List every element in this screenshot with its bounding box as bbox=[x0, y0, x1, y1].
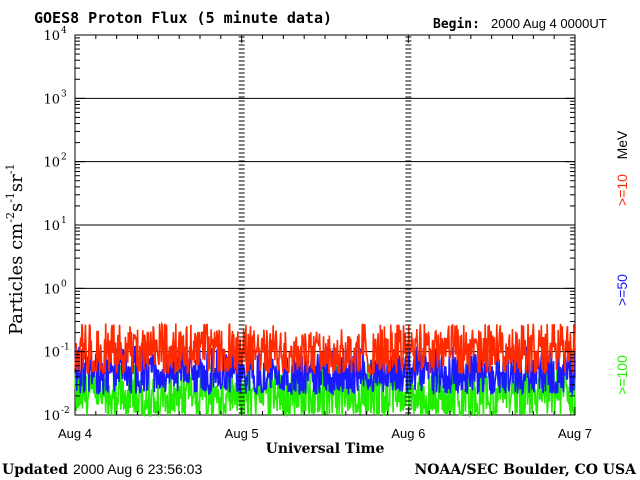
x-tick-label: Aug 7 bbox=[558, 426, 592, 441]
y-tick-label: 10 bbox=[43, 346, 60, 361]
y-tick-exponent: 3 bbox=[61, 89, 67, 99]
series-line bbox=[74, 343, 576, 396]
y-tick-exponent: -2 bbox=[61, 406, 70, 416]
legend-entry: >=100 bbox=[614, 355, 630, 395]
source-credit: NOAA/SEC Boulder, CO USA bbox=[415, 462, 638, 478]
y-tick-exponent: 0 bbox=[61, 279, 67, 289]
y-tick-exponent: 1 bbox=[61, 216, 67, 226]
y-tick-label: 10 bbox=[43, 282, 60, 297]
y-tick-label: 10 bbox=[43, 219, 60, 234]
chart-title: GOES8 Proton Flux (5 minute data) bbox=[34, 9, 332, 27]
begin-value: 2000 Aug 4 0000UT bbox=[491, 16, 607, 31]
legend-entry: >=10 bbox=[614, 174, 630, 206]
y-tick-exponent: -1 bbox=[61, 343, 70, 353]
x-tick-labels: Aug 4 Aug 5 Aug 6 Aug 7 bbox=[58, 426, 592, 441]
updated-label: Updated bbox=[2, 462, 68, 478]
y-axis-label: Particles cm-2s-1sr-1 bbox=[4, 164, 27, 335]
gridlines bbox=[75, 97, 575, 353]
y-tick-exponent: 2 bbox=[61, 153, 67, 163]
begin-label: Begin: bbox=[433, 17, 480, 32]
series-line bbox=[74, 321, 576, 377]
y-tick-label: 10 bbox=[43, 29, 60, 44]
x-axis-label: Universal Time bbox=[266, 441, 385, 457]
x-tick-label: Aug 4 bbox=[58, 426, 92, 441]
series-layer bbox=[74, 321, 576, 419]
legend-unit: MeV bbox=[614, 130, 630, 159]
x-tick-label: Aug 5 bbox=[225, 426, 259, 441]
x-tick-label: Aug 6 bbox=[391, 426, 425, 441]
y-tick-label: 10 bbox=[43, 92, 60, 107]
legend-entry: >=50 bbox=[614, 274, 630, 306]
axis-ticks bbox=[74, 34, 576, 416]
legend: >=10 >=50 >=100 bbox=[614, 174, 630, 395]
updated-value: 2000 Aug 6 23:56:03 bbox=[73, 461, 202, 477]
y-tick-label: 10 bbox=[43, 156, 60, 171]
y-tick-exponent: 4 bbox=[61, 26, 67, 36]
y-tick-label: 10 bbox=[43, 409, 60, 424]
